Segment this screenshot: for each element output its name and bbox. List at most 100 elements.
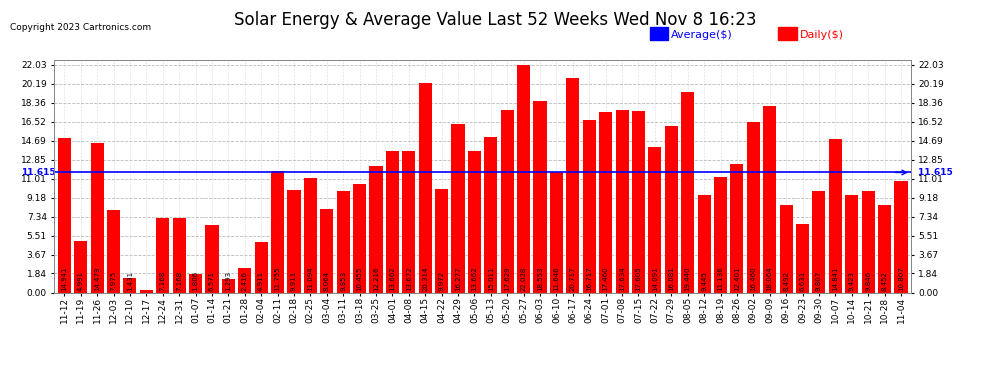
Text: 17.629: 17.629 (504, 266, 510, 291)
Bar (402, 151, 416, 292)
Text: 17.460: 17.460 (603, 266, 609, 291)
Bar (861, 191, 875, 292)
Bar (698, 195, 711, 292)
Text: Copyright 2023 Cartronics.com: Copyright 2023 Cartronics.com (10, 22, 151, 32)
Text: 7.975: 7.975 (111, 271, 117, 291)
Bar (369, 166, 382, 292)
Bar (534, 101, 546, 292)
Text: 9.911: 9.911 (291, 271, 297, 291)
Text: 9.972: 9.972 (439, 271, 445, 291)
Text: Daily($): Daily($) (800, 30, 843, 40)
Text: 4.911: 4.911 (258, 271, 264, 291)
Bar (435, 189, 448, 292)
Bar (714, 177, 727, 292)
Bar (107, 210, 120, 292)
Text: 9.445: 9.445 (701, 271, 707, 291)
Bar (501, 110, 514, 292)
Bar (779, 205, 793, 292)
Bar (894, 181, 908, 292)
Bar (90, 143, 104, 292)
Text: 14.479: 14.479 (94, 267, 100, 291)
Bar (172, 218, 186, 292)
Text: 8.064: 8.064 (324, 271, 330, 291)
Text: 9.846: 9.846 (865, 271, 871, 291)
Bar (222, 279, 235, 292)
Bar (468, 152, 481, 292)
Text: 19.440: 19.440 (685, 267, 691, 291)
Bar (763, 106, 776, 292)
Bar (616, 110, 629, 292)
Bar (829, 139, 842, 292)
Bar (205, 225, 219, 292)
Text: 18.064: 18.064 (766, 266, 773, 291)
Bar (813, 191, 826, 292)
Text: 4.991: 4.991 (77, 271, 84, 291)
Text: 1.431: 1.431 (127, 271, 133, 291)
Text: Average($): Average($) (671, 30, 733, 40)
Text: 14.841: 14.841 (833, 267, 839, 291)
Bar (304, 178, 317, 292)
Bar (778, 27, 797, 40)
Text: 7.168: 7.168 (176, 271, 182, 291)
Text: 12.216: 12.216 (373, 267, 379, 291)
Text: 11.094: 11.094 (307, 266, 314, 291)
Bar (337, 190, 349, 292)
Text: 13.662: 13.662 (389, 266, 395, 291)
Bar (648, 147, 661, 292)
Text: 9.807: 9.807 (816, 271, 822, 291)
Bar (681, 92, 694, 292)
Bar (451, 124, 464, 292)
Text: 14.091: 14.091 (651, 266, 658, 291)
Bar (549, 172, 563, 292)
Bar (140, 290, 152, 292)
Text: 6.631: 6.631 (800, 271, 806, 291)
Text: 16.081: 16.081 (668, 266, 674, 291)
Bar (632, 111, 645, 292)
Bar (796, 224, 809, 292)
Text: 20.717: 20.717 (570, 266, 576, 291)
Text: 8.492: 8.492 (783, 271, 789, 291)
Text: 1.293: 1.293 (226, 271, 232, 291)
Bar (845, 195, 858, 292)
Text: 16.717: 16.717 (586, 266, 592, 291)
Text: 2.416: 2.416 (242, 271, 248, 291)
Bar (57, 138, 71, 292)
Bar (517, 65, 531, 292)
Bar (566, 78, 579, 292)
Text: 18.553: 18.553 (537, 267, 544, 291)
Text: 13.672: 13.672 (406, 266, 412, 291)
Text: 9.853: 9.853 (341, 271, 346, 291)
Text: 11.646: 11.646 (553, 266, 559, 291)
Bar (386, 152, 399, 292)
Bar (746, 122, 760, 292)
Text: 17.605: 17.605 (636, 266, 642, 291)
Bar (599, 112, 612, 292)
Bar (124, 278, 137, 292)
Text: 20.314: 20.314 (422, 267, 429, 291)
Bar (254, 242, 267, 292)
Bar (74, 241, 87, 292)
Text: 11.755: 11.755 (274, 267, 280, 291)
Bar (189, 274, 202, 292)
Text: 6.571: 6.571 (209, 271, 215, 291)
Bar (731, 164, 743, 292)
Text: 10.807: 10.807 (898, 266, 904, 291)
Bar (664, 126, 678, 292)
Text: 12.401: 12.401 (734, 267, 740, 291)
Text: Solar Energy & Average Value Last 52 Weeks Wed Nov 8 16:23: Solar Energy & Average Value Last 52 Wee… (234, 11, 756, 29)
Text: 7.168: 7.168 (159, 271, 165, 291)
Text: 13.662: 13.662 (471, 266, 477, 291)
Text: 15.011: 15.011 (488, 266, 494, 291)
Text: 11.615: 11.615 (22, 168, 56, 177)
Bar (649, 27, 668, 40)
Bar (878, 205, 891, 292)
Text: 1.806: 1.806 (192, 271, 199, 291)
Bar (287, 190, 301, 292)
Bar (156, 218, 169, 292)
Text: 16.277: 16.277 (455, 266, 461, 291)
Text: 10.455: 10.455 (356, 267, 362, 291)
Bar (239, 267, 251, 292)
Bar (583, 120, 596, 292)
Bar (419, 82, 432, 292)
Text: 11.136: 11.136 (718, 266, 724, 291)
